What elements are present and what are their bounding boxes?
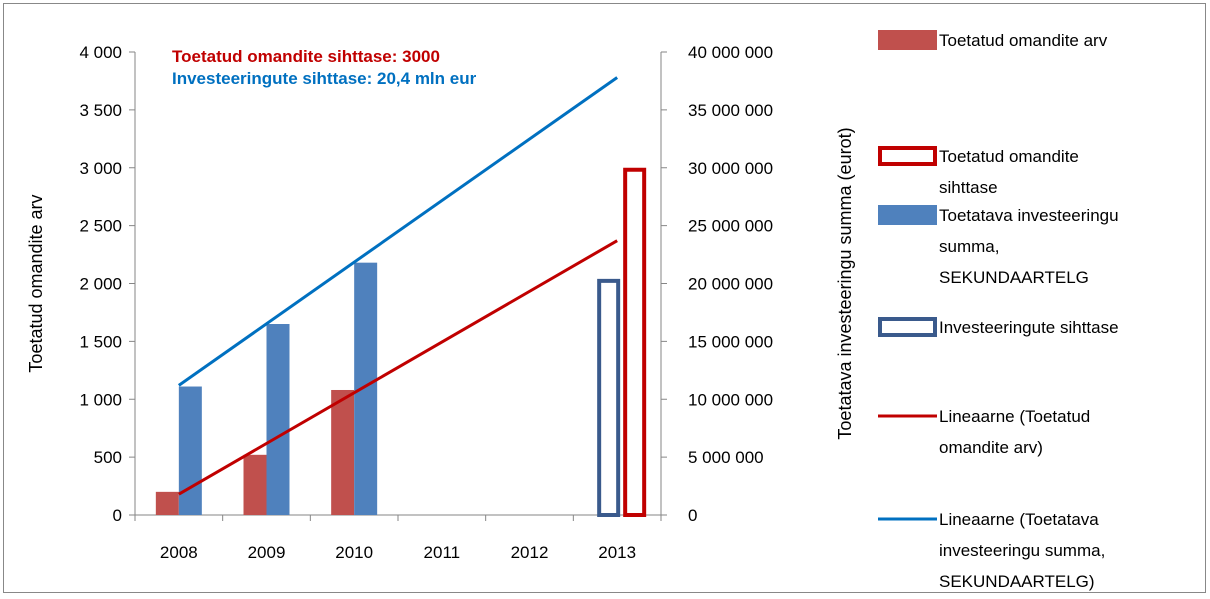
legend-symbol bbox=[878, 146, 937, 166]
legend-label: Investeeringute sihttase bbox=[939, 318, 1119, 337]
right-axis-tick-label: 40 000 000 bbox=[688, 43, 773, 62]
left-axis-tick-label: 4 000 bbox=[79, 43, 122, 62]
legend-label: SEKUNDAARTELG bbox=[939, 268, 1089, 287]
x-axis-tick-label: 2008 bbox=[160, 543, 198, 562]
left-axis-tick-label: 500 bbox=[94, 448, 122, 467]
legend-label: Toetatava investeeringu bbox=[939, 206, 1119, 225]
bar bbox=[243, 454, 267, 515]
bar bbox=[331, 389, 355, 515]
legend-label: Toetatud omandite bbox=[939, 147, 1079, 166]
left-axis-tick-label: 0 bbox=[113, 506, 122, 525]
legend-label: Lineaarne (Toetatud bbox=[939, 407, 1090, 426]
legend-symbol bbox=[878, 205, 937, 225]
legend-label: sihttase bbox=[939, 178, 998, 197]
x-axis-tick-label: 2009 bbox=[248, 543, 286, 562]
left-axis-title: Toetatud omandite arv bbox=[26, 194, 46, 372]
legend-label: investeeringu summa, bbox=[939, 541, 1105, 560]
trendline bbox=[178, 239, 618, 496]
legend-label: Lineaarne (Toetatava bbox=[939, 510, 1099, 529]
trendline bbox=[177, 76, 619, 387]
left-axis-tick-label: 2 000 bbox=[79, 275, 122, 294]
legend-symbol bbox=[878, 317, 937, 337]
right-axis-tick-label: 10 000 000 bbox=[688, 390, 773, 409]
chart-frame: 0 500 1 000 1 500 2 000 2 500 3 000 3 500 4 000 0… bbox=[3, 3, 1206, 593]
legend-symbol bbox=[878, 30, 937, 50]
right-axis-tick-label: 0 bbox=[688, 506, 697, 525]
right-axis-tick-label: 5 000 000 bbox=[688, 448, 764, 467]
right-axis-tick-label: 20 000 000 bbox=[688, 275, 773, 294]
bar bbox=[266, 324, 290, 515]
left-axis-tick-label: 3 000 bbox=[79, 159, 122, 178]
left-axis-tick-label: 1 500 bbox=[79, 332, 122, 351]
x-axis-tick-label: 2012 bbox=[511, 543, 549, 562]
legend-label: omandite arv) bbox=[939, 438, 1043, 457]
target-bar bbox=[597, 278, 621, 517]
right-axis-tick-label: 25 000 000 bbox=[688, 217, 773, 236]
combo-chart: 0 500 1 000 1 500 2 000 2 500 3 000 3 500 4 000 0… bbox=[26, 30, 1119, 591]
left-axis-tick-label: 1 000 bbox=[79, 390, 122, 409]
legend-label: SEKUNDAARTELG) bbox=[939, 572, 1095, 591]
bar bbox=[155, 491, 179, 515]
right-axis-tick-label: 30 000 000 bbox=[688, 159, 773, 178]
bar bbox=[354, 262, 378, 515]
target-bar bbox=[623, 167, 647, 517]
annotation: Toetatud omandite sihttase: 3000 bbox=[172, 47, 440, 66]
x-axis-tick-label: 2011 bbox=[424, 543, 461, 562]
right-axis-title: Toetatava investeeringu summa (eurot) bbox=[835, 127, 855, 439]
annotation: Investeeringute sihttase: 20,4 mln eur bbox=[172, 69, 477, 88]
right-axis-tick-label: 35 000 000 bbox=[688, 101, 773, 120]
bar bbox=[178, 386, 202, 515]
x-axis-tick-label: 2013 bbox=[598, 543, 636, 562]
right-axis-tick-label: 15 000 000 bbox=[688, 332, 773, 351]
legend-label: Toetatud omandite arv bbox=[939, 31, 1108, 50]
x-axis-tick-label: 2010 bbox=[335, 543, 373, 562]
left-axis-tick-label: 3 500 bbox=[79, 101, 122, 120]
legend-label: summa, bbox=[939, 237, 999, 256]
left-axis-tick-label: 2 500 bbox=[79, 217, 122, 236]
